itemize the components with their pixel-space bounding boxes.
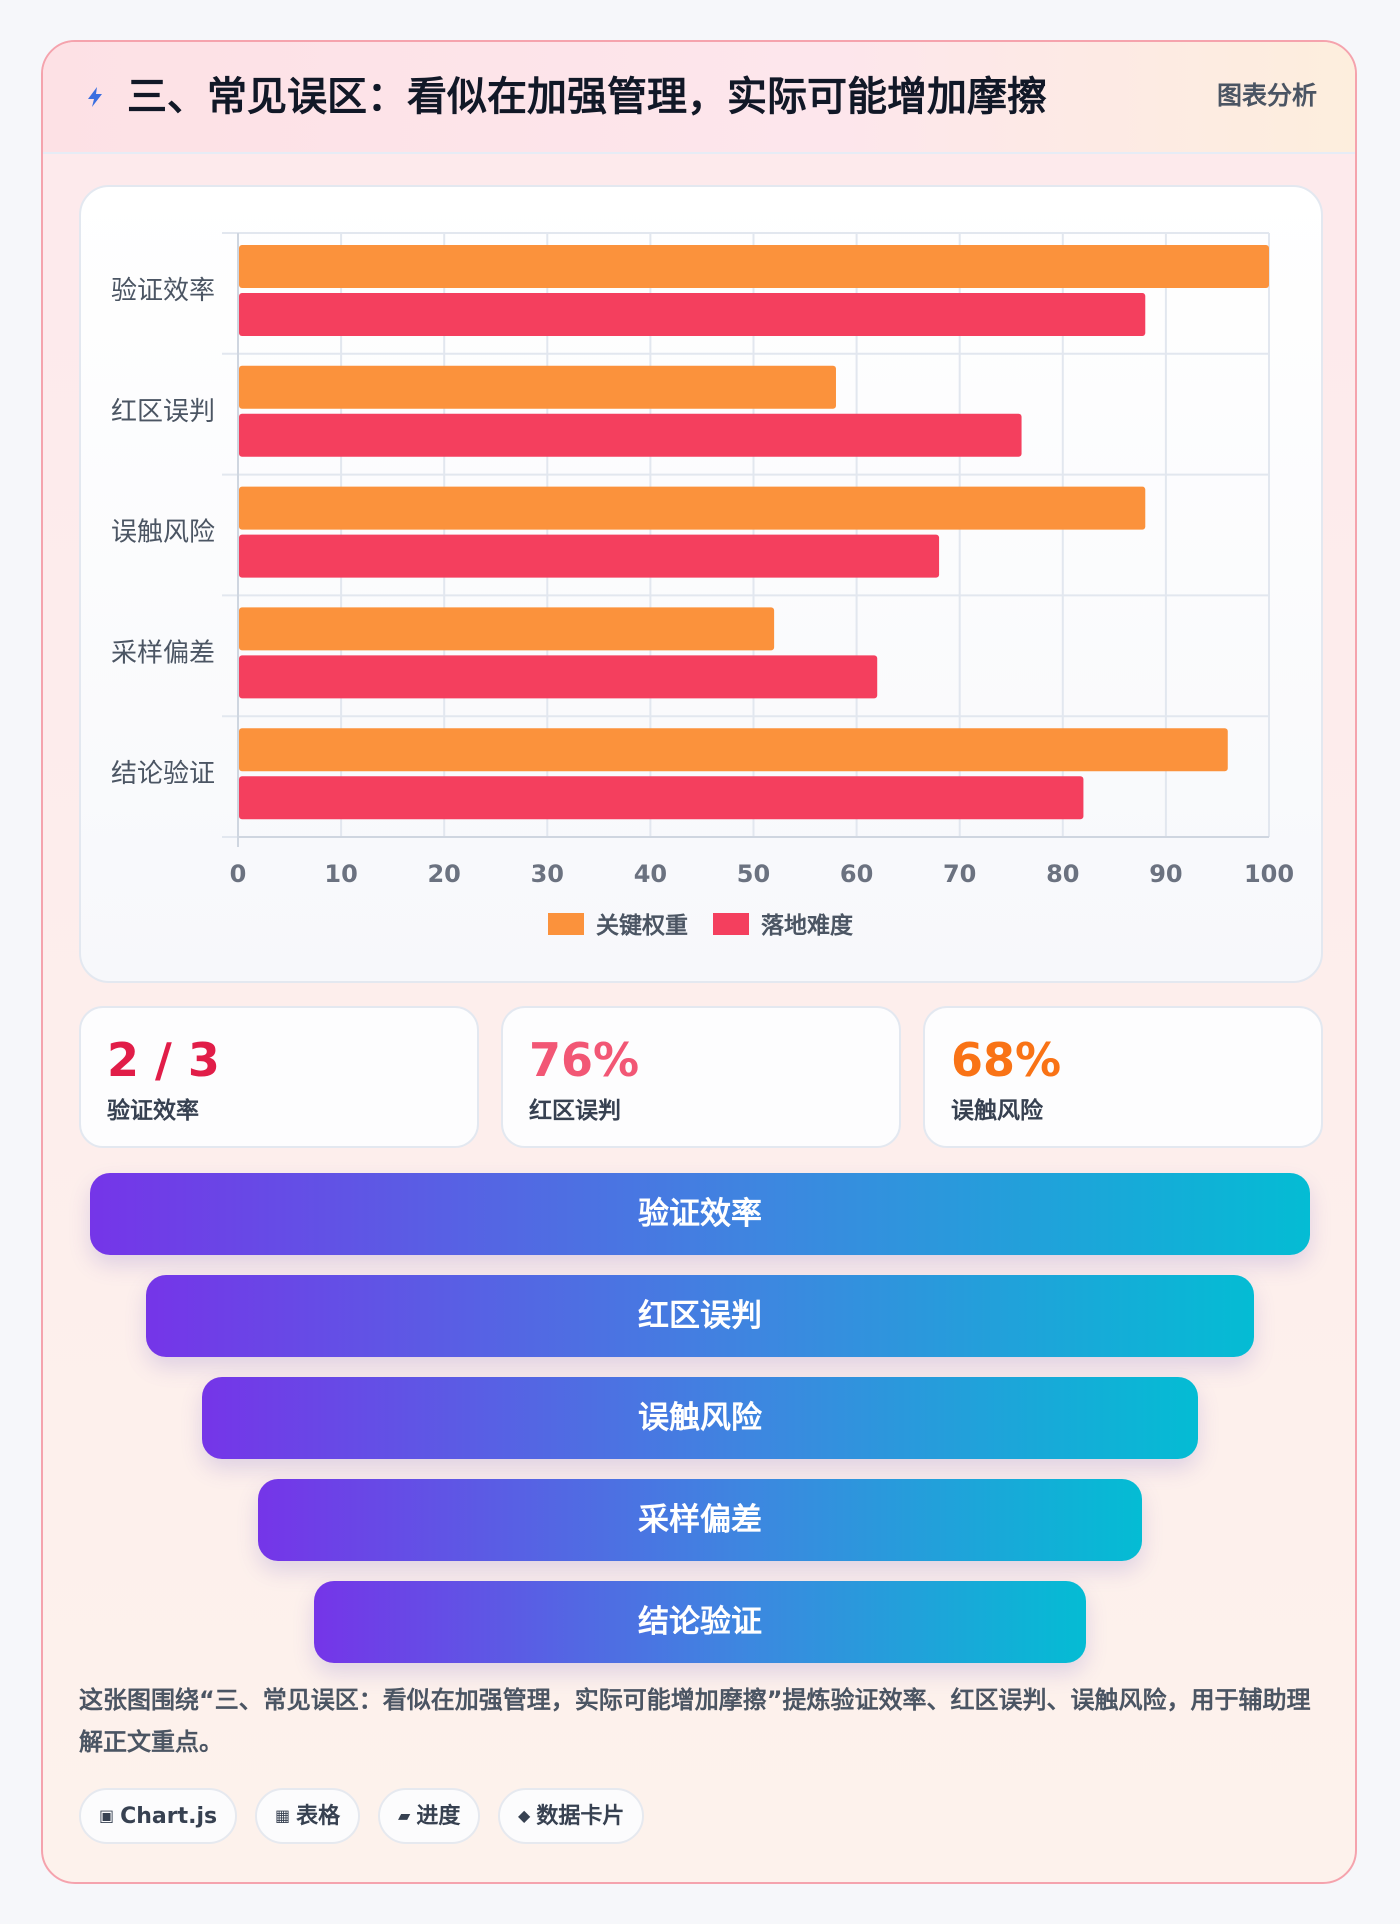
stat-card-2: 76% 红区误判 — [501, 1006, 901, 1148]
x-tick-label: 40 — [634, 860, 667, 888]
legend-label: 关键权重 — [596, 912, 688, 939]
bar-weight — [239, 245, 1269, 288]
bar-difficulty — [239, 655, 878, 699]
x-tick-label: 80 — [1046, 860, 1079, 888]
funnel-level-1: 验证效率 — [90, 1173, 1310, 1255]
chip-chartjs[interactable]: ▣ Chart.js — [79, 1788, 238, 1844]
stat-value: 76% — [529, 1033, 640, 1087]
bar-weight — [239, 486, 1146, 530]
chip-progress[interactable]: ▰ 进度 — [378, 1788, 481, 1844]
x-tick-label: 20 — [427, 860, 460, 888]
stat-card-3: 68% 误触风险 — [923, 1006, 1323, 1148]
x-tick-label: 30 — [531, 860, 564, 888]
bar-weight — [239, 728, 1228, 772]
x-tick-label: 60 — [840, 860, 873, 888]
stat-value: 2 / 3 — [107, 1033, 220, 1087]
stat-label: 误触风险 — [951, 1098, 1043, 1124]
y-category-label: 结论验证 — [111, 759, 215, 789]
stat-label: 验证效率 — [107, 1098, 199, 1124]
bar-chart: 0 10 20 30 40 50 60 70 80 90 100 验证效率红区误判误触风险采样偏差结论… — [111, 232, 1294, 939]
y-category-label: 验证效率 — [111, 276, 215, 306]
x-tick-label: 0 — [230, 860, 247, 888]
chip-label: 数据卡片 — [536, 1804, 625, 1829]
x-tick-label: 50 — [737, 860, 770, 888]
x-tick-label: 70 — [943, 860, 976, 888]
funnel-level-4: 采样偏差 — [258, 1479, 1142, 1561]
lightning-icon — [88, 87, 102, 107]
chip-label: 进度 — [416, 1804, 461, 1829]
bar-difficulty — [239, 534, 940, 578]
header-tag: 图表分析 — [1216, 81, 1317, 110]
x-tick-label: 90 — [1149, 860, 1182, 888]
description: 这张图围绕“三、常见误区：看似在加强管理，实际可能增加摩擦”提炼验证效率、红区误… — [79, 1686, 1311, 1756]
chart-card: 三、常见误区：看似在加强管理，实际可能增加摩擦 图表分析 0 10 20 30 40 50… — [41, 40, 1357, 1884]
chip-label: 表格 — [296, 1804, 341, 1829]
y-category-label: 采样偏差 — [111, 638, 215, 668]
bar-difficulty — [239, 293, 1146, 336]
bar-chart-panel: 0 10 20 30 40 50 60 70 80 90 100 验证效率红区误判误触风险采样偏差结论… — [79, 185, 1323, 983]
card-header: 三、常见误区：看似在加强管理，实际可能增加摩擦 图表分析 — [43, 42, 1355, 154]
x-tick-label: 100 — [1244, 860, 1294, 888]
legend-swatch — [548, 913, 584, 935]
y-category-label: 红区误判 — [111, 397, 215, 427]
chart-icon: ▣ — [99, 1806, 115, 1825]
stat-card-1: 2 / 3 验证效率 — [79, 1006, 479, 1148]
bar-difficulty — [239, 413, 1022, 457]
legend-swatch — [713, 913, 749, 935]
funnel-level-5: 结论验证 — [314, 1581, 1086, 1663]
funnel-level-2: 红区误判 — [146, 1275, 1254, 1357]
diamond-icon: ◆ — [518, 1806, 531, 1825]
funnel-level-3: 误触风险 — [202, 1377, 1198, 1459]
chip-table[interactable]: ▦ 表格 — [255, 1788, 361, 1844]
chip-data-card[interactable]: ◆ 数据卡片 — [498, 1788, 645, 1844]
page-title: 三、常见误区：看似在加强管理，实际可能增加摩擦 — [127, 74, 1047, 120]
stat-label: 红区误判 — [529, 1098, 621, 1124]
table-icon: ▦ — [275, 1806, 291, 1825]
bar-weight — [239, 365, 836, 409]
bar-difficulty — [239, 776, 1084, 820]
progress-icon: ▰ — [398, 1806, 411, 1825]
x-tick-label: 10 — [324, 860, 357, 888]
stat-value: 68% — [951, 1033, 1062, 1087]
legend-label: 落地难度 — [761, 912, 854, 939]
bar-weight — [239, 607, 775, 651]
y-category-label: 误触风险 — [111, 518, 215, 548]
chip-label: Chart.js — [120, 1804, 218, 1829]
